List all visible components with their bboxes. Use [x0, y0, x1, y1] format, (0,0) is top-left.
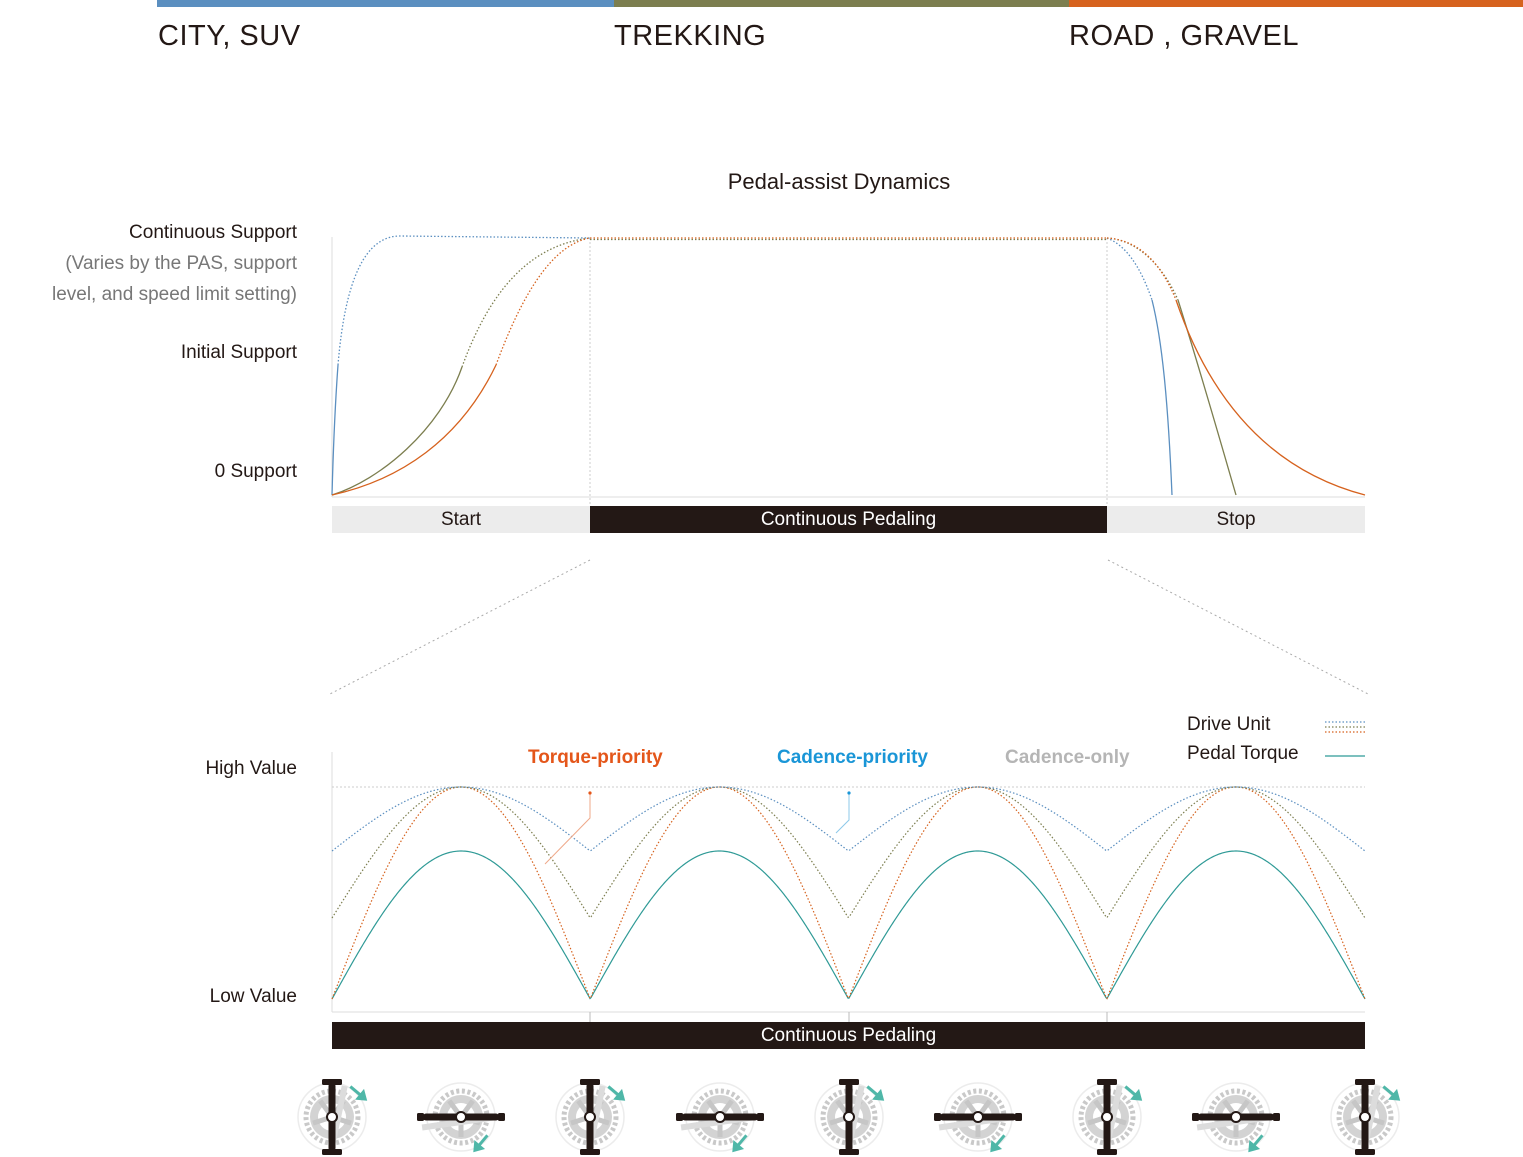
crank-vertical-icon: [814, 1079, 885, 1155]
road-startup-solid: [331, 364, 497, 496]
rotation-arrow-icon: [349, 1085, 368, 1101]
crank-horizontal-icon: [1192, 1082, 1280, 1153]
rotation-arrow-icon: [866, 1085, 885, 1101]
crank-horizontal-icon: [934, 1082, 1022, 1153]
mode-label-cadence-priority: Cadence-priority: [777, 747, 928, 768]
legend-label-pedal-torque: Pedal Torque: [1187, 743, 1299, 764]
rotation-arrow-icon: [473, 1134, 489, 1153]
category-label-trekking: TREKKING: [614, 20, 767, 52]
torque-priority-pointer-dot: [588, 791, 592, 795]
cadence-priority-pointer: [835, 793, 850, 834]
bottom-chart-curves: [331, 786, 1366, 1000]
city-startup-dotted: [337, 235, 591, 366]
phase-continuous-pedaling-bottom: Continuous Pedaling: [332, 1022, 1365, 1049]
y-label-initial-support: Initial Support: [180, 342, 297, 363]
city-stop-solid: [1151, 299, 1173, 496]
y-label-note-line-2: level, and speed limit setting): [51, 284, 297, 305]
phase-stop: Stop: [1107, 506, 1365, 533]
rotation-arrow-icon: [607, 1085, 626, 1101]
crank-horizontal-icon: [417, 1082, 505, 1153]
crank-vertical-icon: [555, 1079, 626, 1155]
pedal-torque-curve: [331, 850, 1366, 1000]
drive-unit-torque-priority-curve: [331, 786, 1366, 1000]
crank-row: [297, 1079, 1401, 1155]
crank-vertical-icon: [297, 1079, 368, 1155]
torque-priority-pointer: [544, 793, 591, 865]
rotation-arrow-icon: [1248, 1134, 1264, 1153]
category-bar-trekking: [614, 0, 1069, 7]
drive-unit-trekking-curve: [331, 786, 1366, 919]
rotation-arrow-icon: [1382, 1085, 1401, 1101]
rotation-arrow-icon: [990, 1134, 1006, 1153]
road-startup-dotted: [495, 237, 591, 366]
rotation-arrow-icon: [1124, 1085, 1143, 1101]
bottom-chart-axes: [331, 752, 1365, 1022]
category-label-road: ROAD , GRAVEL: [1069, 20, 1299, 52]
crank-vertical-icon: [1330, 1079, 1401, 1155]
category-bar-road: [1069, 0, 1523, 7]
trekking-stop-dotted: [1106, 237, 1179, 301]
rotation-arrow-icon: [732, 1134, 748, 1153]
crank-horizontal-icon: [676, 1082, 764, 1153]
legend-label-drive-unit: Drive Unit: [1187, 714, 1271, 735]
y-label-low-value: Low Value: [209, 986, 297, 1007]
zoom-guides: [327, 559, 1371, 696]
road-stop-dotted: [1106, 237, 1177, 301]
category-label-city: CITY, SUV: [158, 20, 301, 52]
y-label-zero-support: 0 Support: [214, 461, 297, 482]
y-label-continuous-support: Continuous Support: [129, 222, 297, 243]
category-bar-city: [157, 0, 614, 7]
city-startup-solid: [331, 364, 339, 496]
top-chart-axes: [331, 237, 1365, 506]
mode-label-cadence-only: Cadence-only: [1005, 747, 1130, 768]
phase-start: Start: [332, 506, 590, 533]
mode-pointers: [544, 791, 851, 865]
trekking-startup-dotted: [461, 237, 591, 368]
trekking-startup-solid: [331, 366, 463, 496]
crank-vertical-icon: [1072, 1079, 1143, 1155]
y-label-note-line-1: (Varies by the PAS, support: [65, 253, 297, 274]
cadence-priority-pointer-dot: [847, 791, 851, 795]
city-stop-dotted: [1106, 237, 1153, 301]
road-stop-solid: [1175, 299, 1366, 496]
chart-title: Pedal-assist Dynamics: [727, 169, 951, 194]
y-label-high-value: High Value: [205, 758, 297, 779]
top-chart-curves: [331, 235, 1366, 496]
mode-label-torque-priority: Torque-priority: [528, 747, 663, 768]
phase-continuous-pedaling: Continuous Pedaling: [590, 506, 1107, 533]
legend-samples: [1325, 721, 1365, 757]
